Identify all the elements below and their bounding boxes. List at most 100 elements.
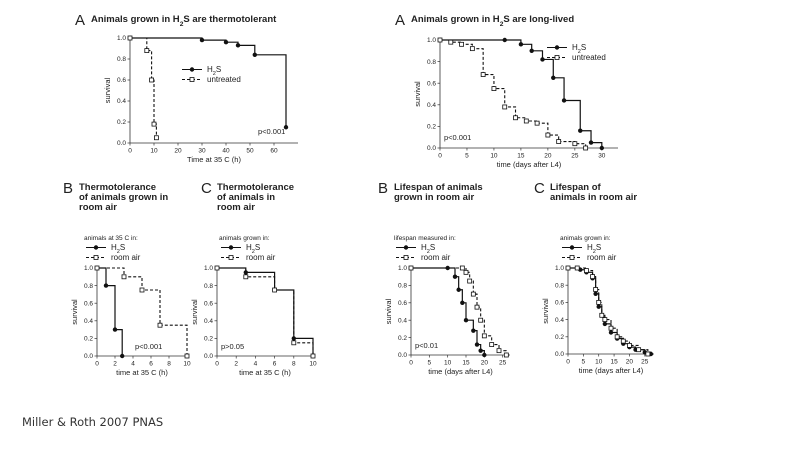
x-tick-label: 15 bbox=[462, 360, 470, 367]
data-point bbox=[121, 274, 127, 280]
x-tick-label: 20 bbox=[481, 360, 489, 367]
y-tick-label: 0.4 bbox=[84, 318, 93, 325]
data-point bbox=[614, 334, 620, 340]
p-value-label: p<0.01 bbox=[415, 341, 438, 350]
data-point bbox=[291, 340, 297, 346]
data-point bbox=[496, 348, 502, 354]
y-tick-label: 0.4 bbox=[427, 102, 436, 109]
data-point bbox=[608, 330, 614, 335]
x-tick-label: 20 bbox=[626, 359, 634, 366]
y-tick-label: 0.8 bbox=[84, 283, 93, 290]
series-line bbox=[97, 267, 123, 356]
y-tick-label: 1.0 bbox=[398, 265, 407, 272]
data-point bbox=[574, 265, 580, 271]
data-point bbox=[471, 328, 476, 333]
data-point bbox=[144, 48, 150, 53]
series-line bbox=[440, 39, 587, 148]
x-tick-label: 2 bbox=[113, 361, 117, 368]
legend-entry: H2S bbox=[111, 243, 125, 255]
legend-marker bbox=[569, 255, 575, 260]
legend-marker bbox=[93, 255, 99, 260]
data-point bbox=[489, 342, 495, 347]
x-tick-label: 40 bbox=[222, 148, 230, 155]
data-point bbox=[608, 325, 614, 331]
data-point bbox=[153, 135, 159, 141]
y-tick-label: 0.2 bbox=[555, 334, 564, 341]
data-point bbox=[456, 287, 461, 292]
data-point bbox=[551, 75, 556, 81]
series-h2s bbox=[408, 265, 487, 358]
citation-caption: Miller & Roth 2007 PNAS bbox=[22, 415, 164, 429]
y-tick-label: 0.2 bbox=[117, 119, 126, 126]
x-tick-label: 0 bbox=[128, 148, 132, 155]
panel-letter: C bbox=[201, 180, 212, 197]
y-axis-label: survival bbox=[384, 298, 393, 324]
y-tick-label: 0.0 bbox=[555, 351, 564, 358]
series-untreated bbox=[127, 35, 159, 141]
legend-marker bbox=[189, 77, 195, 82]
data-point bbox=[482, 352, 487, 358]
legend-marker bbox=[93, 245, 99, 250]
y-tick-label: 0.8 bbox=[427, 59, 436, 66]
panel-title-line: room air bbox=[79, 202, 117, 213]
x-tick-label: 25 bbox=[571, 153, 579, 160]
data-point bbox=[545, 132, 551, 138]
y-tick-label: 0.2 bbox=[398, 335, 407, 342]
y-tick-label: 0.0 bbox=[204, 353, 213, 360]
data-point bbox=[596, 304, 601, 309]
y-tick-label: 0.4 bbox=[398, 317, 407, 324]
panel-letter: A bbox=[75, 12, 85, 29]
y-tick-label: 1.0 bbox=[555, 265, 564, 272]
x-tick-label: 25 bbox=[641, 359, 649, 366]
x-tick-label: 50 bbox=[246, 148, 254, 155]
legend-header: lifespan measured in: bbox=[394, 235, 456, 242]
x-tick-label: 20 bbox=[174, 148, 182, 155]
data-point bbox=[184, 353, 190, 359]
data-point bbox=[584, 268, 589, 273]
y-tick-label: 0.8 bbox=[555, 282, 564, 289]
data-point bbox=[112, 327, 118, 332]
legend-marker bbox=[569, 245, 575, 250]
legend-entry: H2S bbox=[246, 243, 260, 255]
data-point bbox=[310, 353, 316, 359]
x-tick-label: 10 bbox=[490, 153, 498, 160]
y-tick-label: 1.0 bbox=[427, 37, 436, 44]
data-point bbox=[481, 333, 487, 339]
panel-title-line: Lifespan of bbox=[550, 182, 602, 193]
series-room-air bbox=[408, 265, 509, 358]
data-point bbox=[151, 121, 157, 127]
y-tick-label: 0.0 bbox=[84, 353, 93, 360]
y-tick-label: 0.0 bbox=[398, 352, 407, 359]
data-point bbox=[478, 348, 483, 353]
panel-title-line: of animals grown in bbox=[79, 192, 168, 203]
y-tick-label: 0.2 bbox=[427, 124, 436, 131]
data-point bbox=[523, 118, 529, 124]
legend-marker bbox=[228, 255, 234, 260]
data-point bbox=[529, 48, 534, 53]
x-tick-label: 8 bbox=[292, 361, 296, 368]
x-tick-label: 5 bbox=[582, 359, 586, 366]
y-axis-label: survival bbox=[541, 298, 550, 324]
data-point bbox=[578, 128, 583, 133]
data-point bbox=[452, 274, 458, 279]
chart-panel-1: A Animals grown in H2S are thermotolerant… bbox=[75, 12, 298, 164]
y-tick-label: 1.0 bbox=[84, 265, 93, 272]
legend-entry: H2S bbox=[421, 243, 435, 255]
x-tick-label: 25 bbox=[499, 360, 507, 367]
y-tick-label: 0.6 bbox=[398, 300, 407, 307]
data-point bbox=[513, 115, 518, 121]
data-point bbox=[593, 291, 598, 296]
legend-entry: untreated bbox=[572, 53, 606, 62]
data-point bbox=[480, 72, 486, 77]
panel-letter: C bbox=[534, 180, 545, 197]
data-point bbox=[448, 39, 454, 45]
panel-title-line: Animals grown in H2S are thermotolerant bbox=[91, 14, 277, 28]
data-point bbox=[463, 269, 469, 275]
data-point bbox=[120, 353, 125, 359]
legend-entry: room air bbox=[111, 253, 141, 262]
panel-title-line: Animals grown in H2S are long-lived bbox=[411, 14, 574, 28]
